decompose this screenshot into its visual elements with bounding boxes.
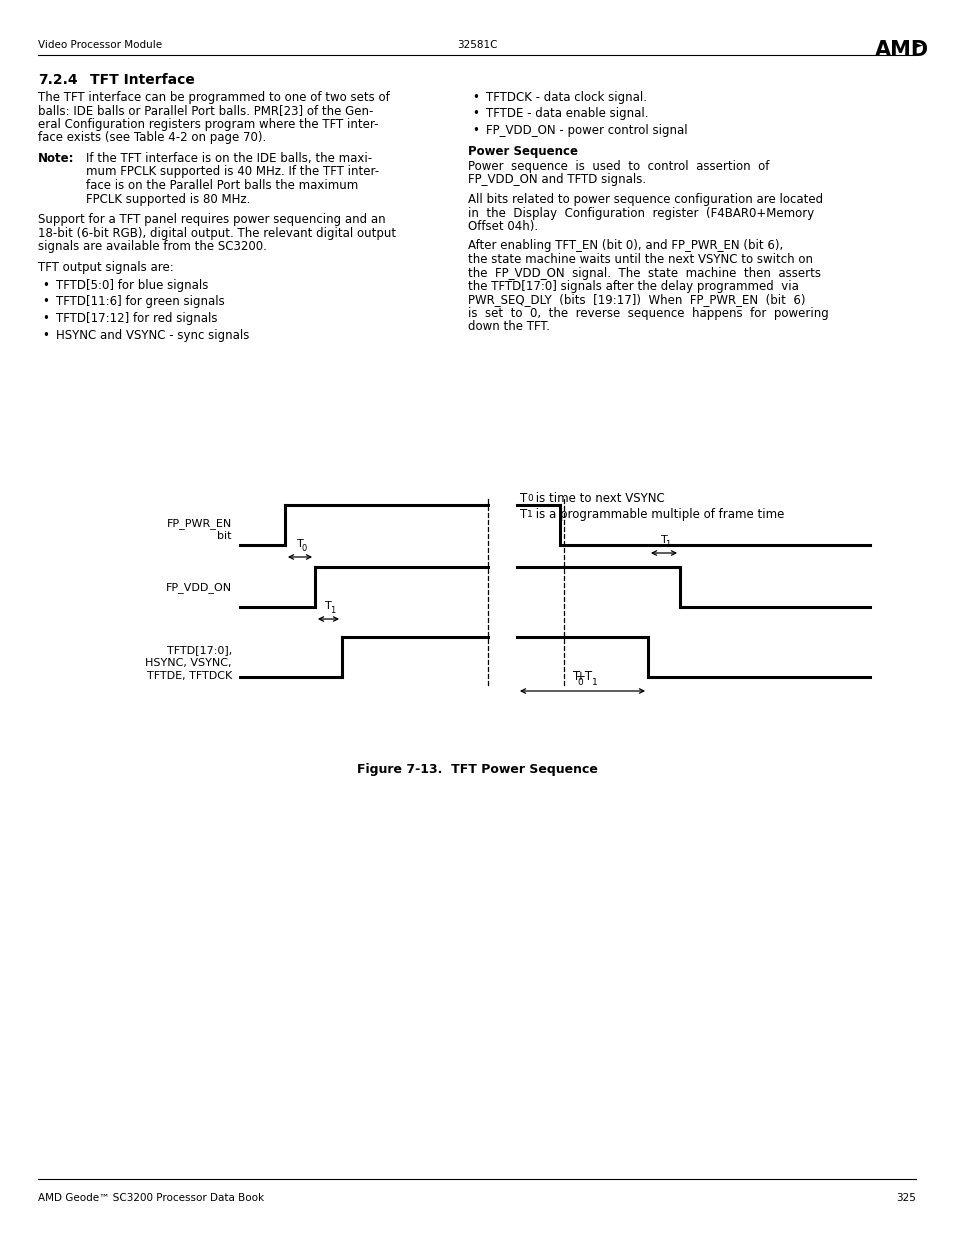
Text: AMD Geode™ SC3200 Processor Data Book: AMD Geode™ SC3200 Processor Data Book (38, 1193, 264, 1203)
Text: in  the  Display  Configuration  register  (F4BAR0+Memory: in the Display Configuration register (F… (468, 206, 814, 220)
Text: TFTD[5:0] for blue signals: TFTD[5:0] for blue signals (56, 279, 208, 291)
Text: TFTDE - data enable signal.: TFTDE - data enable signal. (485, 107, 648, 121)
Text: FP_VDD_ON: FP_VDD_ON (166, 582, 232, 593)
Text: FP_VDD_ON - power control signal: FP_VDD_ON - power control signal (485, 124, 687, 137)
Text: balls: IDE balls or Parallel Port balls. PMR[23] of the Gen-: balls: IDE balls or Parallel Port balls.… (38, 105, 373, 117)
Text: FP_VDD_ON and TFTD signals.: FP_VDD_ON and TFTD signals. (468, 173, 645, 186)
Text: 1: 1 (330, 606, 335, 615)
Text: HSYNC and VSYNC - sync signals: HSYNC and VSYNC - sync signals (56, 329, 249, 342)
Text: face exists (see Table 4-2 on page 70).: face exists (see Table 4-2 on page 70). (38, 131, 266, 144)
Text: 0: 0 (577, 678, 583, 687)
Text: TFT output signals are:: TFT output signals are: (38, 261, 173, 273)
Text: If the TFT interface is on the IDE balls, the maxi-: If the TFT interface is on the IDE balls… (86, 152, 372, 165)
Text: down the TFT.: down the TFT. (468, 321, 550, 333)
Text: FP_PWR_EN: FP_PWR_EN (167, 517, 232, 529)
Text: T: T (296, 538, 303, 550)
Text: 0: 0 (301, 543, 306, 553)
Text: •: • (42, 295, 49, 309)
Text: is a programmable multiple of frame time: is a programmable multiple of frame time (532, 508, 783, 521)
Text: •: • (472, 107, 478, 121)
Text: Power Sequence: Power Sequence (468, 146, 578, 158)
Text: •: • (42, 312, 49, 325)
Text: 325: 325 (895, 1193, 915, 1203)
Text: T: T (572, 671, 579, 683)
Text: 1: 1 (526, 510, 532, 519)
Text: Support for a TFT panel requires power sequencing and an: Support for a TFT panel requires power s… (38, 212, 385, 226)
Text: T: T (519, 508, 527, 521)
Text: After enabling TFT_EN (bit 0), and FP_PWR_EN (bit 6),: After enabling TFT_EN (bit 0), and FP_PW… (468, 240, 782, 252)
Text: AMD: AMD (874, 40, 928, 61)
Text: All bits related to power sequence configuration are located: All bits related to power sequence confi… (468, 193, 822, 206)
Text: eral Configuration registers program where the TFT inter-: eral Configuration registers program whe… (38, 119, 378, 131)
Text: the  FP_VDD_ON  signal.  The  state  machine  then  asserts: the FP_VDD_ON signal. The state machine … (468, 267, 821, 279)
Text: mum FPCLK supported is 40 MHz. If the TFT inter-: mum FPCLK supported is 40 MHz. If the TF… (86, 165, 378, 179)
Text: bit: bit (217, 531, 232, 541)
Text: TFTDCK - data clock signal.: TFTDCK - data clock signal. (485, 91, 646, 104)
Text: •: • (42, 329, 49, 342)
Text: TFTD[11:6] for green signals: TFTD[11:6] for green signals (56, 295, 225, 309)
Text: +T: +T (576, 671, 593, 683)
Text: 1: 1 (591, 678, 597, 687)
Text: 0: 0 (526, 494, 532, 503)
Text: is  set  to  0,  the  reverse  sequence  happens  for  powering: is set to 0, the reverse sequence happen… (468, 308, 828, 320)
Text: 32581C: 32581C (456, 40, 497, 49)
Text: FPCLK supported is 80 MHz.: FPCLK supported is 80 MHz. (86, 193, 250, 205)
Text: TFTD[17:0],: TFTD[17:0], (167, 645, 232, 655)
Text: signals are available from the SC3200.: signals are available from the SC3200. (38, 240, 267, 253)
Text: HSYNC, VSYNC,: HSYNC, VSYNC, (146, 658, 232, 668)
Text: Video Processor Module: Video Processor Module (38, 40, 162, 49)
Text: 18-bit (6-bit RGB), digital output. The relevant digital output: 18-bit (6-bit RGB), digital output. The … (38, 226, 395, 240)
Text: TFTDE, TFTDCK: TFTDE, TFTDCK (147, 671, 232, 680)
Text: TFTD[17:12] for red signals: TFTD[17:12] for red signals (56, 312, 217, 325)
Text: •: • (42, 279, 49, 291)
Text: Power  sequence  is  used  to  control  assertion  of: Power sequence is used to control assert… (468, 161, 768, 173)
Text: TFT Interface: TFT Interface (90, 73, 194, 86)
Text: the TFTD[17:0] signals after the delay programmed  via: the TFTD[17:0] signals after the delay p… (468, 280, 798, 293)
Text: T: T (325, 601, 332, 611)
Text: •: • (472, 91, 478, 104)
Text: face is on the Parallel Port balls the maximum: face is on the Parallel Port balls the m… (86, 179, 358, 191)
Text: Note:: Note: (38, 152, 74, 165)
Text: the state machine waits until the next VSYNC to switch on: the state machine waits until the next V… (468, 253, 812, 266)
Text: T: T (659, 535, 667, 545)
Text: T: T (519, 492, 527, 505)
Text: is time to next VSYNC: is time to next VSYNC (532, 492, 664, 505)
Text: 1: 1 (664, 540, 670, 550)
Text: Figure 7-13.  TFT Power Sequence: Figure 7-13. TFT Power Sequence (356, 763, 597, 776)
Text: The TFT interface can be programmed to one of two sets of: The TFT interface can be programmed to o… (38, 91, 390, 104)
Text: 7.2.4: 7.2.4 (38, 73, 77, 86)
Text: •: • (472, 124, 478, 137)
Text: Offset 04h).: Offset 04h). (468, 220, 537, 233)
Text: PWR_SEQ_DLY  (bits  [19:17])  When  FP_PWR_EN  (bit  6): PWR_SEQ_DLY (bits [19:17]) When FP_PWR_E… (468, 294, 804, 306)
Text: ►: ► (912, 40, 922, 52)
